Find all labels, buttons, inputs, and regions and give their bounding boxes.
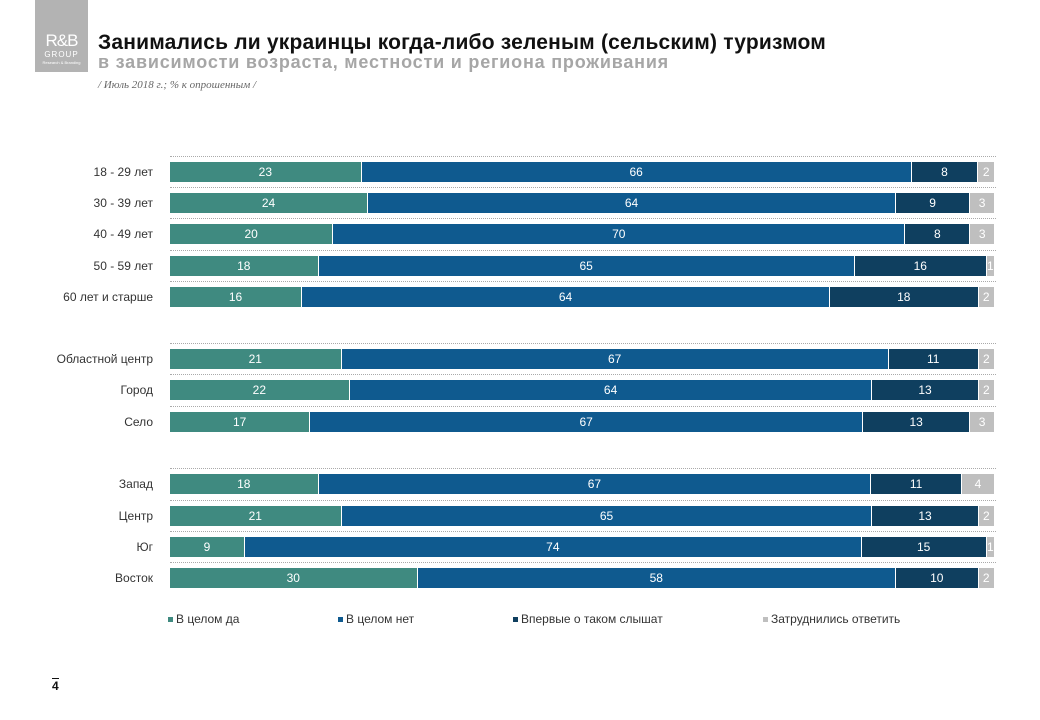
bar-segment: 9 [170, 537, 245, 557]
bar-segment: 11 [871, 474, 962, 494]
bar-segment: 74 [245, 537, 862, 557]
bar-segment: 22 [170, 380, 350, 400]
bar-segment: 2 [978, 568, 995, 588]
bar-segment: 67 [341, 349, 889, 369]
bar-segment: 9 [896, 193, 971, 213]
logo-tagline: Research & Branding [42, 60, 81, 65]
bar-segment: 13 [872, 380, 979, 400]
category-label: Восток [115, 571, 153, 585]
category-label: 18 - 29 лет [93, 165, 153, 179]
bar-segment: 2 [978, 287, 995, 307]
page-subtitle: в зависимости возраста, местности и реги… [98, 52, 669, 72]
bar-segment: 64 [349, 380, 873, 400]
bar-segment: 24 [170, 193, 368, 213]
bar-segment: 30 [170, 568, 418, 588]
bar-segment: 70 [333, 224, 906, 244]
category-label: 30 - 39 лет [93, 196, 153, 210]
legend-item: Затруднились ответить [763, 612, 900, 626]
bar-segment: 13 [872, 506, 979, 526]
category-label: Областной центр [56, 352, 153, 366]
bar-segment: 16 [170, 287, 302, 307]
bar-segment: 65 [318, 256, 855, 276]
legend-label: Впервые о таком слышат [521, 612, 663, 626]
bar-segment: 4 [962, 474, 995, 494]
bar-segment: 2 [978, 380, 995, 400]
bar-segment: 17 [170, 412, 311, 432]
bar-segment: 2 [978, 349, 995, 369]
row-separator [170, 281, 996, 282]
bar-segment: 8 [911, 162, 979, 182]
legend-label: В целом да [176, 612, 240, 626]
bar-segment: 15 [861, 537, 987, 557]
bar-segment: 8 [905, 224, 971, 244]
bar-segment: 13 [863, 412, 971, 432]
legend-label: В целом нет [346, 612, 415, 626]
category-label: Юг [136, 540, 154, 554]
logo-text-group: GROUP [44, 50, 79, 59]
category-label: 40 - 49 лет [93, 227, 153, 241]
category-label: Село [124, 415, 153, 429]
row-separator [170, 562, 996, 563]
row-separator [170, 250, 996, 251]
row-separator [170, 156, 996, 157]
bar-segment: 11 [888, 349, 979, 369]
bar-segment: 16 [854, 256, 987, 276]
bar-segment: 18 [170, 474, 319, 494]
category-label: 60 лет и старше [63, 290, 153, 304]
legend-item: Впервые о таком слышат [513, 612, 663, 626]
legend-swatch [513, 617, 518, 623]
bar-segment: 20 [170, 224, 334, 244]
bar-segment: 1 [986, 537, 995, 557]
page-number: 4 [52, 678, 59, 693]
category-label: Запад [118, 477, 153, 491]
bar-segment: 66 [361, 162, 912, 182]
bar-segment: 67 [310, 412, 863, 432]
bar-segment: 3 [970, 224, 995, 244]
bar-segment: 64 [302, 287, 830, 307]
legend-item: В целом да [168, 612, 239, 626]
category-label: Город [120, 383, 153, 397]
bar-segment: 21 [170, 349, 342, 369]
category-label: Центр [118, 509, 153, 523]
legend-label: Затруднились ответить [771, 612, 901, 626]
bar-segment: 2 [978, 162, 995, 182]
legend-swatch [168, 617, 173, 623]
bar-segment: 3 [970, 193, 995, 213]
survey-note: / Июль 2018 г.; % к опрошенным / [98, 79, 257, 91]
bar-segment: 10 [896, 568, 979, 588]
logo: R&B GROUP Research & Branding [35, 0, 88, 72]
bar-segment: 3 [970, 412, 995, 432]
bar-segment: 1 [986, 256, 995, 276]
row-separator [170, 500, 996, 501]
row-separator [170, 531, 996, 532]
row-separator [170, 374, 996, 375]
bar-segment: 67 [318, 474, 872, 494]
legend-item: В целом нет [338, 612, 414, 626]
bar-segment: 18 [830, 287, 979, 307]
bar-segment: 21 [170, 506, 342, 526]
row-separator [170, 468, 996, 469]
bar-segment: 23 [170, 162, 362, 182]
legend-swatch [763, 617, 768, 623]
bar-segment: 58 [417, 568, 896, 588]
row-separator [170, 343, 996, 344]
logo-text: R&B [45, 31, 79, 50]
bar-segment: 65 [341, 506, 873, 526]
bar-segment: 18 [170, 256, 319, 276]
row-separator [170, 406, 996, 407]
page-title: Занимались ли украинцы когда-либо зелены… [98, 31, 827, 54]
category-label: 50 - 59 лет [93, 259, 153, 273]
bar-segment: 64 [368, 193, 896, 213]
legend-swatch [338, 617, 343, 623]
row-separator [170, 218, 996, 219]
bar-segment: 2 [978, 506, 995, 526]
row-separator [170, 187, 996, 188]
